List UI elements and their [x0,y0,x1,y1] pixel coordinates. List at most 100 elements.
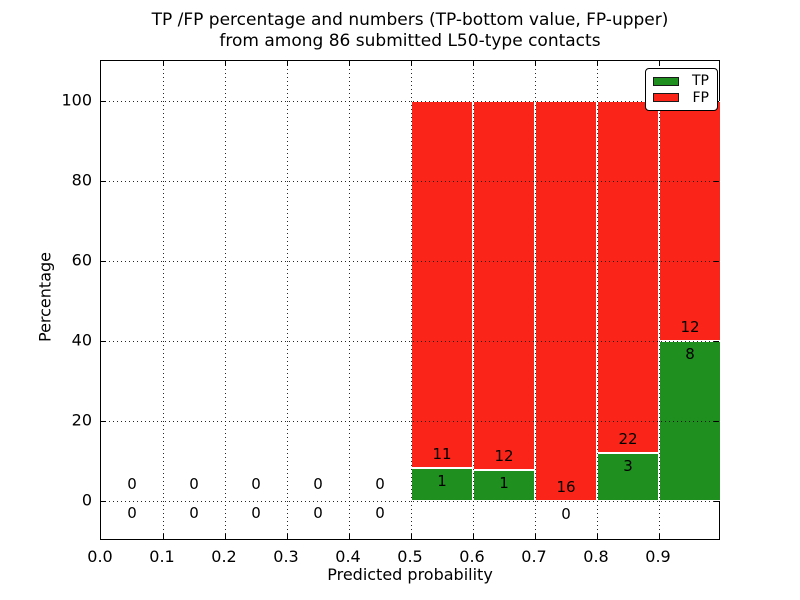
x-tick-mark [597,61,598,66]
grid-line-vertical [225,61,226,539]
x-tick-mark [225,61,226,66]
plot-area: 0 0 0 0 0 0 0 0 0 0 11 1 12 1 16 0 22 3 12 8 [100,60,721,540]
y-tick-mark [714,261,719,262]
legend-item-fp: FP [653,91,709,105]
chart-title-line1: TP /FP percentage and numbers (TP-bottom… [151,10,669,30]
x-tick-label: 0.8 [583,547,609,566]
x-tick-mark [659,534,660,539]
fp-count-label: 12 [680,318,700,336]
x-tick-mark [163,534,164,539]
y-tick-label: 60 [71,250,92,270]
y-tick-mark [101,421,106,422]
x-tick-label: 0.2 [211,547,237,566]
grid-line-horizontal [101,181,719,182]
fp-count-label: 16 [556,478,576,496]
y-tick-mark [101,501,106,502]
x-tick-mark [597,534,598,539]
grid-line-vertical [349,61,350,539]
y-tick-label: 40 [71,330,92,350]
grid-line-horizontal [101,421,719,422]
fp-swatch-icon [653,93,679,103]
tp-count-label: 0 [561,505,571,523]
x-axis-label: Predicted probability [327,565,493,584]
x-tick-mark [287,534,288,539]
grid-line-vertical [287,61,288,539]
tp-count-label: 1 [437,471,447,490]
x-tick-mark [349,61,350,66]
x-tick-label: 0.6 [459,547,485,566]
tp-bar-segment [411,467,473,501]
fp-bar-segment [411,101,473,468]
y-tick-label: 80 [71,170,92,190]
fp-count-label: 22 [618,430,638,448]
x-tick-mark [535,534,536,539]
y-tick-mark [714,181,719,182]
fp-bar-segment [597,101,659,453]
x-tick-mark [473,534,474,539]
tp-count-label: 1 [499,474,509,493]
y-tick-mark [101,261,106,262]
fp-count-label: 0 [251,475,261,493]
y-tick-mark [714,421,719,422]
tp-swatch-icon [653,76,679,86]
fp-bar-segment [535,101,597,501]
legend-label-fp: FP [692,89,710,106]
chart-title: TP /FP percentage and numbers (TP-bottom… [100,10,720,52]
fp-bar-segment [659,101,721,341]
grid-line-vertical [411,61,412,539]
grid-line-horizontal [101,261,719,262]
tp-count-label: 0 [251,504,261,522]
fp-count-label: 12 [494,447,514,466]
tp-count-label: 3 [623,457,633,475]
fp-count-label: 0 [127,475,137,493]
x-tick-label: 0.0 [87,547,113,566]
x-tick-mark [287,61,288,66]
y-tick-mark [101,341,106,342]
grid-line-vertical [659,61,660,539]
x-tick-label: 0.9 [645,547,671,566]
x-tick-label: 0.1 [149,547,175,566]
grid-line-horizontal [101,101,719,102]
y-tick-label: 20 [71,410,92,430]
x-tick-label: 0.7 [521,547,547,566]
fp-count-label: 0 [375,475,385,493]
x-tick-label: 0.4 [335,547,361,566]
y-tick-mark [101,181,106,182]
y-tick-label: 100 [61,90,92,110]
x-tick-mark [225,534,226,539]
x-tick-mark [659,61,660,66]
tp-count-label: 8 [685,345,695,363]
legend-item-tp: TP [653,74,709,88]
legend: TP FP [645,68,718,111]
x-tick-mark [349,534,350,539]
tp-count-label: 0 [127,504,137,522]
fp-count-label: 0 [189,475,199,493]
x-tick-mark [411,534,412,539]
grid-line-vertical [597,61,598,539]
x-tick-mark [473,61,474,66]
y-tick-mark [714,501,719,502]
y-tick-mark [714,341,719,342]
grid-line-vertical [163,61,164,539]
x-tick-label: 0.3 [273,547,299,566]
legend-label-tp: TP [692,73,709,90]
x-tick-label: 0.5 [397,547,423,566]
x-tick-mark [535,61,536,66]
fp-count-label: 0 [313,475,323,493]
tp-count-label: 0 [313,504,323,522]
y-tick-mark [101,101,106,102]
x-tick-mark [163,61,164,66]
fp-bar-segment [473,101,535,471]
y-tick-label: 0 [81,490,92,510]
grid-line-horizontal [101,501,719,502]
grid-line-vertical [535,61,536,539]
tp-count-label: 0 [375,504,385,522]
x-tick-mark [411,61,412,66]
chart-title-line2: from among 86 submitted L50-type contact… [219,31,601,51]
grid-line-horizontal [101,341,719,342]
grid-line-vertical [473,61,474,539]
fp-count-label: 11 [432,444,452,463]
tp-bar-segment [473,470,535,501]
tp-count-label: 0 [189,504,199,522]
